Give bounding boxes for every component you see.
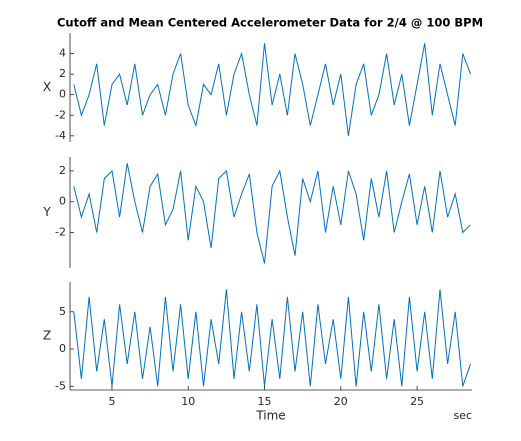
x-tick-label: 25 — [410, 395, 424, 408]
y-axis-label: Y — [42, 205, 51, 219]
x-tick-label: 20 — [334, 395, 348, 408]
data-line — [73, 43, 471, 136]
unit-label: sec — [453, 409, 472, 422]
y-tick-label: 5 — [59, 305, 66, 318]
data-line — [73, 163, 471, 264]
y-tick-label: -2 — [55, 108, 66, 121]
data-line — [73, 289, 471, 387]
x-tick-label: 15 — [258, 395, 272, 408]
x-tick-label: 5 — [108, 395, 115, 408]
y-axis-label: Z — [43, 329, 51, 343]
y-tick-label: 2 — [59, 67, 66, 80]
x-tick-label: 10 — [181, 395, 195, 408]
y-tick-label: 4 — [59, 47, 66, 60]
y-tick-label: 0 — [59, 195, 66, 208]
y-tick-label: -2 — [55, 226, 66, 239]
y-tick-label: 0 — [59, 342, 66, 355]
y-tick-label: 0 — [59, 88, 66, 101]
x-axis-label: Time — [255, 409, 285, 423]
y-tick-label: -5 — [55, 379, 66, 392]
y-tick-label: -4 — [55, 129, 66, 142]
y-axis-label: X — [43, 80, 51, 94]
y-tick-label: 2 — [59, 164, 66, 177]
chart-title: Cutoff and Mean Centered Accelerometer D… — [57, 16, 483, 30]
